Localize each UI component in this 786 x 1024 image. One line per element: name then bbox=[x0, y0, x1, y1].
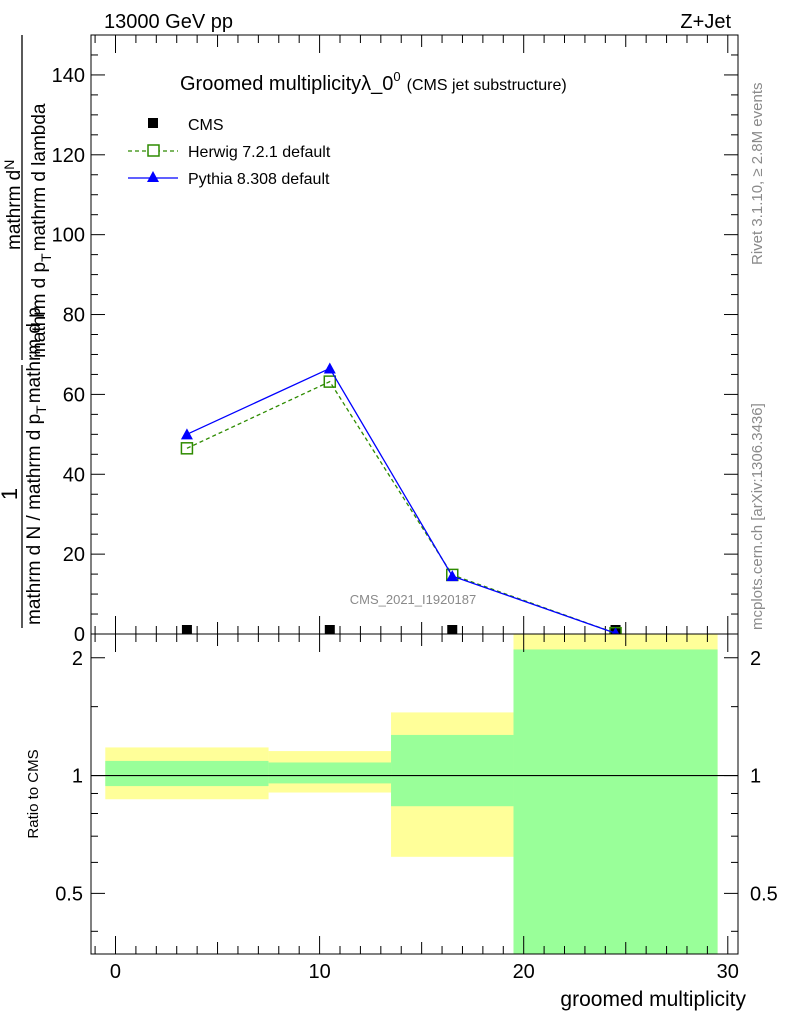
ylabel-den-sub: T bbox=[33, 405, 49, 414]
ylabel-num-top-main: mathrm d bbox=[4, 170, 25, 250]
ratio-y-tick-label-right: 2 bbox=[750, 648, 761, 670]
main-y-tick-label: 100 bbox=[52, 225, 85, 247]
data-point bbox=[323, 362, 336, 374]
ylabel-den-bottom: mathrm d pTmathrm d lambda bbox=[29, 103, 54, 358]
ratio-y-tick-label: 2 bbox=[72, 648, 83, 670]
ylabel-numerator: 1 bbox=[0, 488, 22, 500]
ylabel-den-bottom-main: mathrm d p bbox=[29, 262, 50, 358]
legend-marker bbox=[148, 118, 158, 128]
legend-marker bbox=[147, 171, 159, 182]
ratio-y-tick-label: 0.5 bbox=[55, 883, 83, 905]
ratio-y-tick-label-right: 1 bbox=[750, 766, 761, 788]
ratio-bands bbox=[105, 634, 718, 954]
plot-title-superscript: 0 bbox=[393, 69, 400, 84]
legend-label: CMS bbox=[188, 117, 224, 134]
main-y-tick-label: 0 bbox=[74, 624, 85, 646]
ylabel-den-tail: mathrm d p bbox=[24, 307, 45, 403]
ratio-band-green bbox=[513, 649, 718, 954]
ylabel-den-bottom-tail: mathrm d lambda bbox=[29, 103, 50, 251]
ratio-y-tick-label: 1 bbox=[72, 766, 83, 788]
data-point bbox=[180, 442, 194, 455]
ylabel-denominator: mathrm d N / mathrm d pTmathrm d p bbox=[24, 307, 49, 625]
header-right-label: Z+Jet bbox=[680, 11, 731, 33]
source-label: mcplots.cern.ch [arXiv:1306.3436] bbox=[749, 403, 766, 630]
legend-entry: Pythia 8.308 default bbox=[128, 171, 330, 188]
data-point bbox=[447, 625, 458, 634]
data-point bbox=[180, 428, 193, 440]
ratio-x-ticks: 0 10 20 30 bbox=[94, 634, 739, 983]
x-tick-label: 10 bbox=[308, 961, 330, 983]
ylabel-num-top: mathrm dN bbox=[1, 160, 25, 250]
rivet-version-label: Rivet 3.1.10, ≥ 2.8M events bbox=[749, 83, 766, 266]
legend-entry: CMS bbox=[148, 117, 224, 134]
legend-entry: Herwig 7.2.1 default bbox=[128, 144, 331, 161]
ratio-plot-frame bbox=[90, 633, 739, 955]
main-y-tick-label: 60 bbox=[63, 384, 85, 406]
ratio-y-axis-label: Ratio to CMS bbox=[25, 749, 42, 838]
legend-marker bbox=[147, 144, 160, 157]
main-y-tick-label: 20 bbox=[63, 544, 85, 566]
ratio-plot: 0.5 0.5 1 1 2 2 0 10 20 30 Ratio to CMS groomed … bbox=[25, 633, 778, 1011]
legend-label: Pythia 8.308 default bbox=[188, 171, 330, 188]
main-y-tick-label: 140 bbox=[52, 65, 85, 87]
data-point bbox=[446, 570, 459, 582]
analysis-watermark: CMS_2021_I1920187 bbox=[350, 592, 477, 607]
data-point bbox=[324, 625, 335, 634]
ylabel-num-top-sup: N bbox=[1, 160, 17, 170]
plot-title: Groomed multiplicityλ_00 (CMS jet substru… bbox=[180, 69, 567, 95]
series-line bbox=[186, 367, 616, 634]
header-left-label: 13000 GeV pp bbox=[104, 11, 233, 33]
series-line bbox=[186, 380, 616, 634]
main-y-tick-label: 80 bbox=[63, 305, 85, 327]
ratio-band-green bbox=[105, 760, 269, 787]
main-y-tick-label: 40 bbox=[63, 464, 85, 486]
ratio-band-green bbox=[391, 734, 514, 807]
x-axis-label: groomed multiplicity bbox=[560, 988, 746, 1011]
data-point bbox=[181, 625, 192, 634]
main-y-tick-label: 120 bbox=[52, 145, 85, 167]
main-plot: 0 20 40 60 80 100 120 140 Groomed multiplicityλ… bbox=[0, 34, 739, 646]
main-x-ticks bbox=[94, 35, 729, 634]
ylabel-den-main: mathrm d N / mathrm d p bbox=[24, 414, 45, 625]
ratio-band-green bbox=[268, 762, 392, 784]
plot-title-subtitle: (CMS jet substructure) bbox=[407, 77, 567, 94]
x-tick-label: 0 bbox=[110, 961, 121, 983]
plot-title-main: Groomed multiplicityλ_0 bbox=[180, 73, 393, 95]
main-y-ticks: 0 20 40 60 80 100 120 140 bbox=[52, 34, 738, 646]
x-tick-label: 20 bbox=[513, 961, 535, 983]
main-y-axis-label: 1 mathrm d N / mathrm d pTmathrm d p mat… bbox=[0, 35, 54, 628]
ratio-y-tick-label-right: 0.5 bbox=[750, 883, 778, 905]
legend-label: Herwig 7.2.1 default bbox=[188, 144, 331, 161]
ylabel-den-bottom-sub: T bbox=[38, 253, 54, 262]
x-tick-label: 30 bbox=[717, 961, 739, 983]
data-point bbox=[323, 375, 337, 388]
legend: CMS Herwig 7.2.1 default Pythia 8.308 defa… bbox=[128, 117, 331, 188]
ratio-y-ticks: 0.5 0.5 1 1 2 2 bbox=[55, 648, 778, 932]
